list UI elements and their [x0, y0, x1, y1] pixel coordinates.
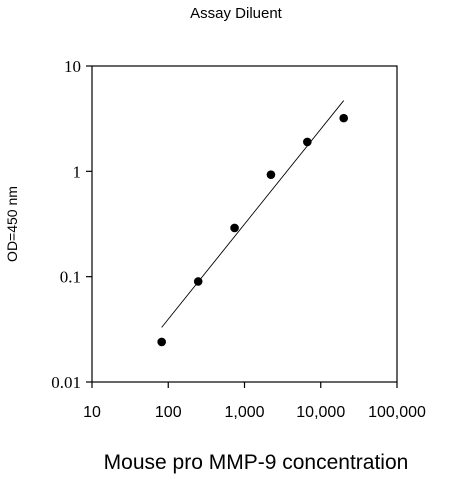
x-axis-ticks: 10 100 1,000 10,000 100,000 [83, 382, 426, 421]
x-tick-label: 10,000 [296, 404, 345, 421]
data-point [266, 170, 276, 179]
data-points [157, 113, 349, 347]
y-axis-ticks: 0.01 0.1 1 10 [51, 57, 92, 392]
x-tick-label: 100 [155, 404, 182, 421]
data-point [303, 137, 312, 147]
x-axis-label: Mouse pro MMP-9 concentration [104, 451, 409, 474]
y-tick-label: 10 [64, 57, 81, 76]
x-tick-label: 1,000 [224, 404, 264, 421]
data-point [193, 277, 203, 286]
y-tick-label: 0.1 [60, 268, 81, 287]
data-point [339, 113, 349, 123]
x-tick-label: 100,000 [368, 404, 426, 421]
fit-line-group [161, 100, 345, 328]
data-point [230, 223, 239, 233]
data-point [157, 337, 166, 347]
y-tick-label: 1 [73, 162, 82, 181]
x-tick-label: 10 [83, 404, 101, 421]
y-axis-label: OD=450 nm [4, 186, 20, 262]
fit-line [161, 100, 345, 328]
y-tick-label: 0.01 [51, 373, 81, 392]
chart-title: Assay Diluent [190, 5, 283, 22]
